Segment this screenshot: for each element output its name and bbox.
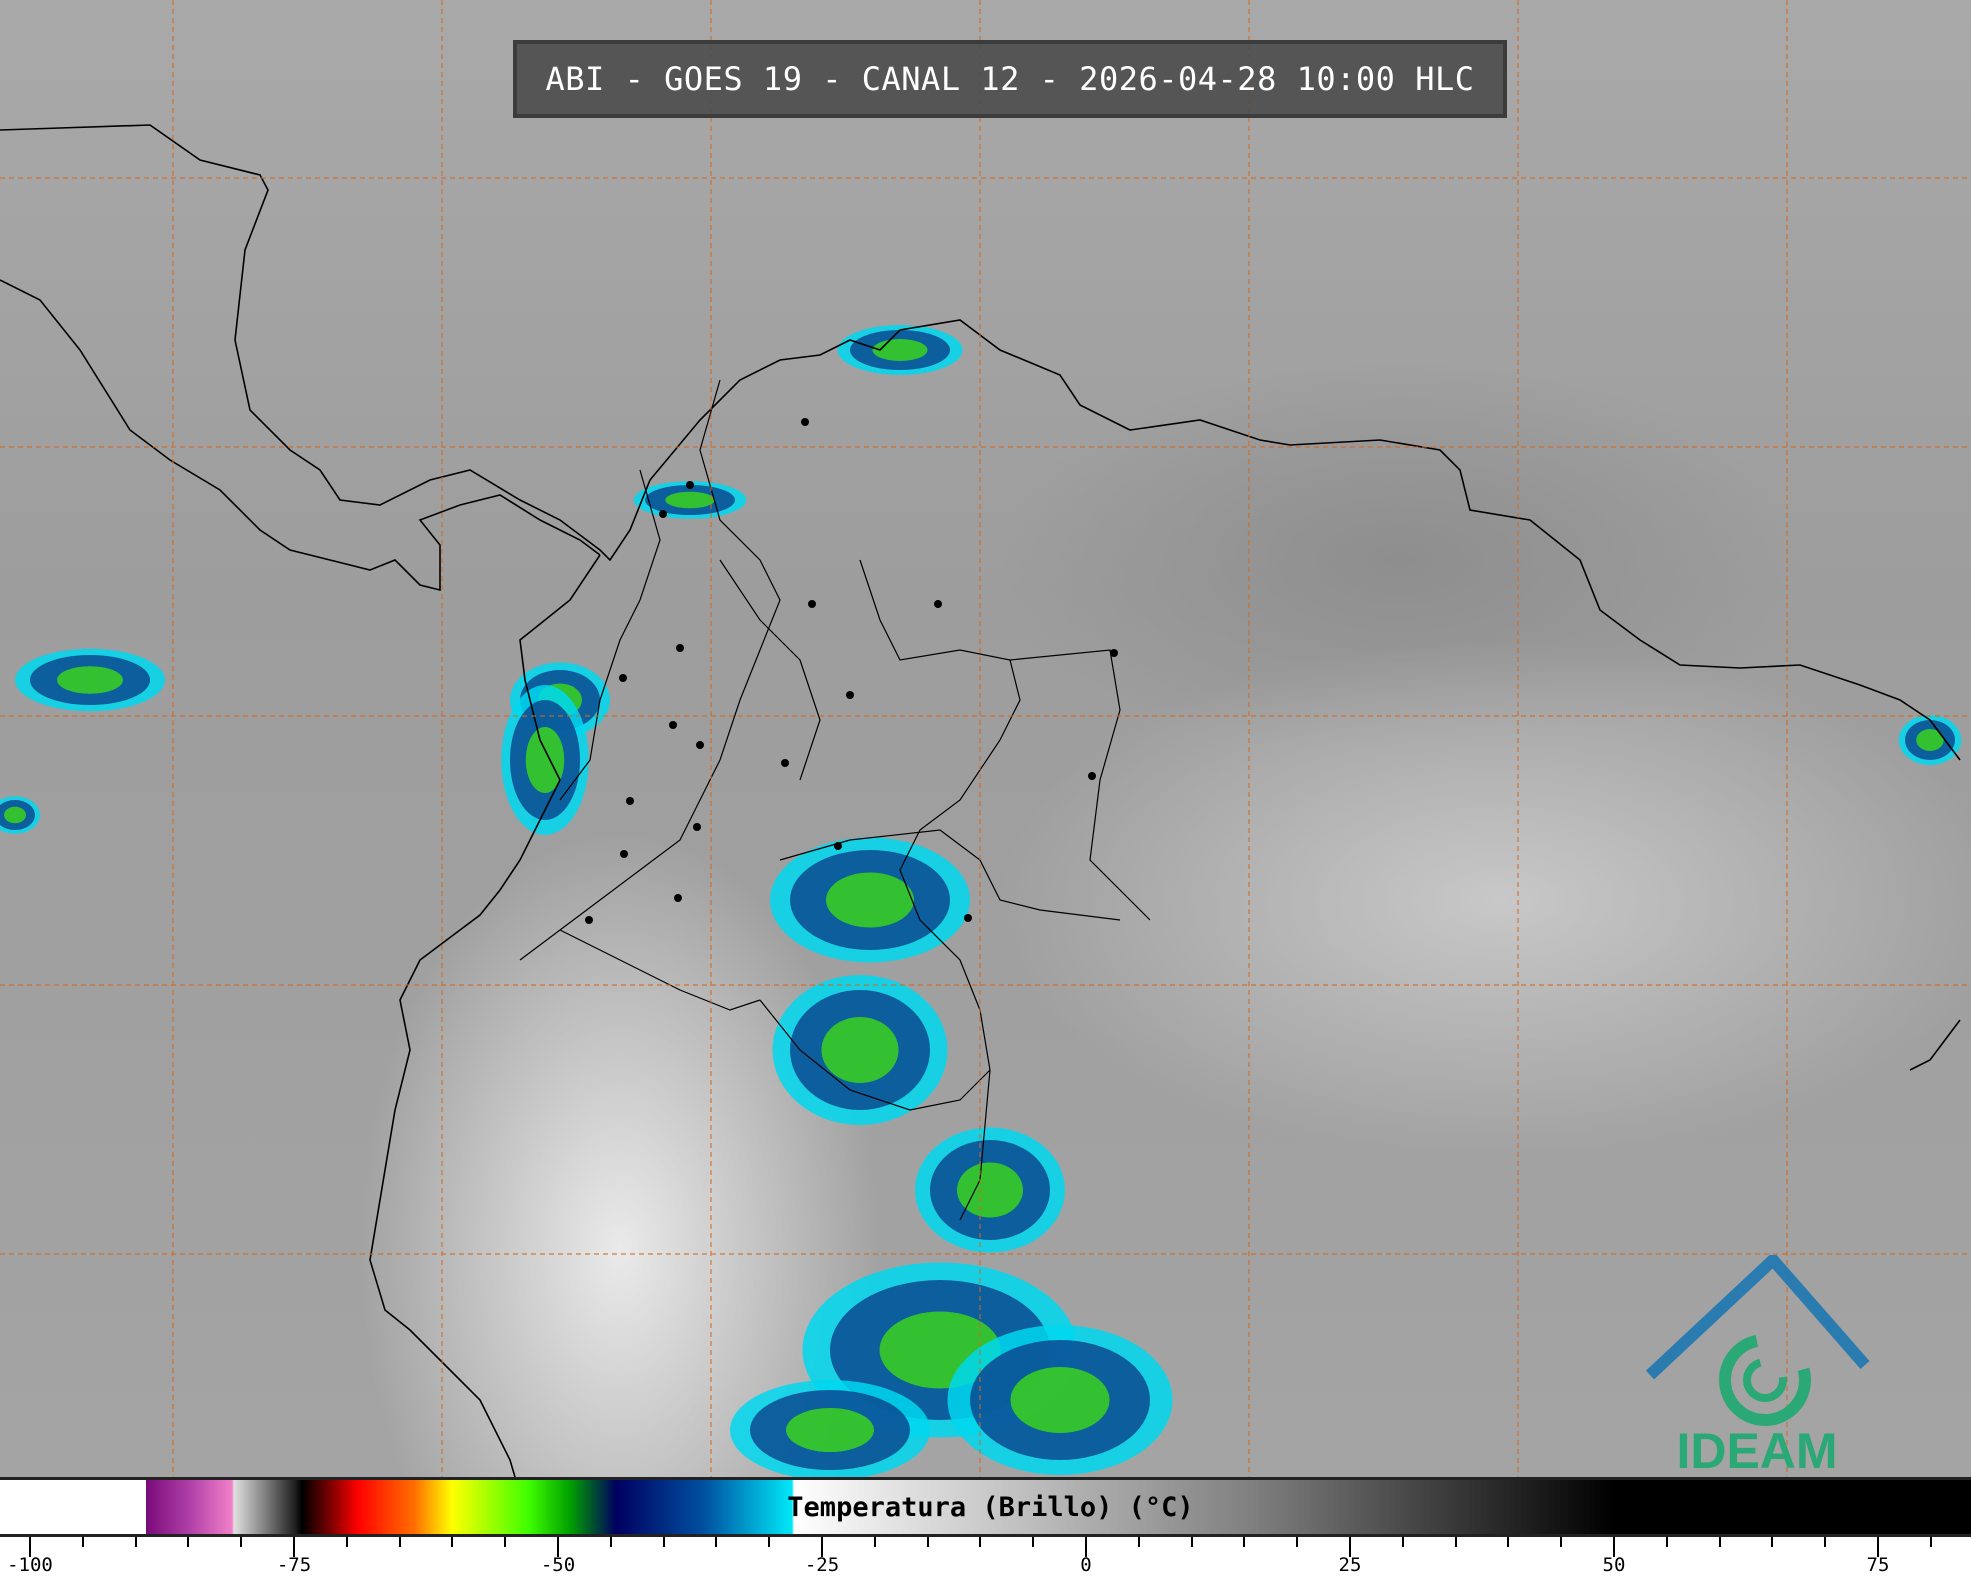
minor-tick [662, 1537, 665, 1547]
minor-tick [926, 1537, 929, 1547]
colorbar-label: Temperatura (Brillo) (°C) [787, 1492, 1194, 1523]
colorbar-axis: -100 -75 -50 -25 0 25 50 75 [0, 1537, 1971, 1577]
cold-cloud-region [57, 666, 123, 694]
coastlines [0, 124, 1961, 1477]
major-tick [1613, 1537, 1615, 1557]
minor-tick [1190, 1537, 1193, 1547]
minor-tick [398, 1537, 401, 1547]
minor-tick [134, 1537, 137, 1547]
minor-tick [504, 1537, 507, 1547]
cold-cloud-tops [0, 325, 1962, 1477]
minor-tick [240, 1537, 243, 1547]
cold-cloud-region [786, 1408, 874, 1452]
tick-label: -75 [276, 1554, 312, 1576]
satellite-map [0, 0, 1971, 1477]
cold-cloud-region [665, 491, 715, 509]
cold-cloud-region [826, 872, 914, 928]
minor-tick [1929, 1537, 1932, 1547]
tick-label: -100 [7, 1554, 53, 1576]
minor-tick [609, 1537, 612, 1547]
title-banner: ABI - GOES 19 - CANAL 12 - 2026-04-28 10… [513, 40, 1507, 118]
major-tick [1877, 1537, 1879, 1557]
minor-tick [1243, 1537, 1246, 1547]
tick-label: 0 [1080, 1554, 1092, 1576]
temperature-colorbar: Temperatura (Brillo) (°C) [0, 1477, 1971, 1537]
major-tick [1085, 1537, 1087, 1557]
svg-text:IDEAM: IDEAM [1676, 1423, 1837, 1475]
major-tick [293, 1537, 295, 1557]
major-tick [1349, 1537, 1351, 1557]
minor-tick [187, 1537, 190, 1547]
minor-tick [1771, 1537, 1774, 1547]
minor-tick [1137, 1537, 1140, 1547]
cold-cloud-region [821, 1017, 899, 1083]
minor-tick [451, 1537, 454, 1547]
minor-tick [1401, 1537, 1404, 1547]
cold-cloud-region [1916, 729, 1944, 751]
cold-cloud-region [1010, 1367, 1110, 1433]
minor-tick [1824, 1537, 1827, 1547]
major-tick [821, 1537, 823, 1557]
cold-cloud-region [4, 806, 26, 824]
major-tick [557, 1537, 559, 1557]
lat-lon-gridlines [0, 0, 1971, 1477]
minor-tick [1718, 1537, 1721, 1547]
cold-cloud-region [957, 1162, 1023, 1218]
minor-tick [715, 1537, 718, 1547]
political-borders [519, 379, 1151, 1221]
minor-tick [1507, 1537, 1510, 1547]
minor-tick [1296, 1537, 1299, 1547]
minor-tick [1560, 1537, 1563, 1547]
tick-label: -25 [804, 1554, 840, 1576]
tick-label: 25 [1338, 1554, 1362, 1576]
minor-tick [345, 1537, 348, 1547]
minor-tick [1665, 1537, 1668, 1547]
tick-label: 50 [1602, 1554, 1626, 1576]
major-tick [29, 1537, 31, 1557]
cold-cloud-region [525, 727, 565, 793]
tick-label: 75 [1866, 1554, 1890, 1576]
tick-label: -50 [540, 1554, 576, 1576]
minor-tick [81, 1537, 84, 1547]
ideam-logo: IDEAM [1645, 1255, 1870, 1475]
minor-tick [768, 1537, 771, 1547]
map-overlay [0, 0, 1971, 1477]
minor-tick [1454, 1537, 1457, 1547]
minor-tick [1032, 1537, 1035, 1547]
minor-tick [979, 1537, 982, 1547]
image-title: ABI - GOES 19 - CANAL 12 - 2026-04-28 10… [545, 60, 1475, 98]
minor-tick [873, 1537, 876, 1547]
city-markers [585, 418, 1118, 924]
